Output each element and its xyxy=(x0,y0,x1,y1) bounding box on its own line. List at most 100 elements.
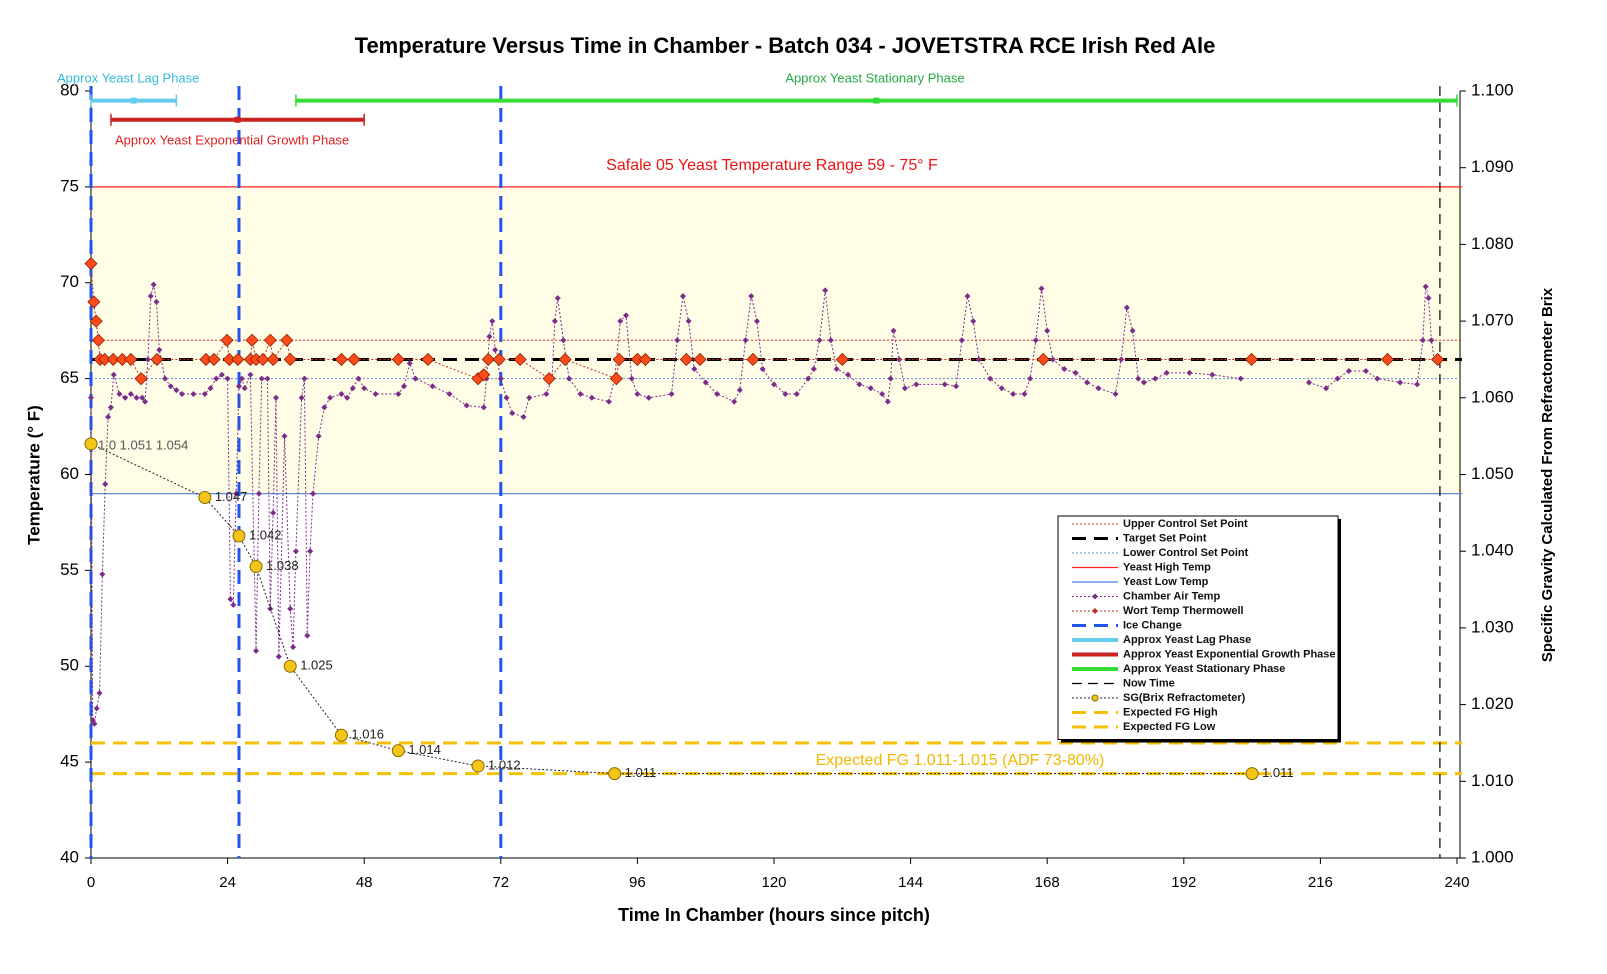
chamber-point xyxy=(822,287,829,294)
chamber-point xyxy=(1362,367,1369,374)
chamber-point xyxy=(1140,379,1147,386)
legend-label: Wort Temp Thermowell xyxy=(1123,605,1244,617)
chamber-point xyxy=(446,390,453,397)
chamber-point xyxy=(230,601,237,608)
legend-label: SG(Brix Refractometer) xyxy=(1123,692,1246,704)
chamber-point xyxy=(463,402,470,409)
chamber-point xyxy=(566,375,573,382)
wort-point xyxy=(477,368,491,382)
x-tick-label: 192 xyxy=(1171,874,1196,891)
chamber-point xyxy=(970,318,977,325)
y2-tick-label: 1.010 xyxy=(1471,771,1514,790)
chamber-point xyxy=(1425,295,1432,302)
chamber-point xyxy=(147,293,154,300)
chamber-point xyxy=(218,371,225,378)
chamber-point xyxy=(304,632,311,639)
y2-tick-label: 1.020 xyxy=(1471,694,1514,713)
chamber-point xyxy=(1422,283,1429,290)
legend-label: Yeast High Temp xyxy=(1123,561,1211,573)
wort-point xyxy=(481,352,495,367)
wort-point xyxy=(89,314,103,328)
y-tick-label: 55 xyxy=(60,560,79,579)
chamber-point xyxy=(964,293,971,300)
wort-point xyxy=(1036,352,1050,367)
chamber-point xyxy=(1306,379,1313,386)
chamber-point xyxy=(486,333,493,340)
chamber-point xyxy=(401,383,408,390)
phase-mid xyxy=(873,97,880,104)
sg-label: 1.025 xyxy=(300,658,333,673)
annotation: Approx Yeast Exponential Growth Phase xyxy=(115,132,349,147)
chamber-point xyxy=(753,318,760,325)
chart-title: Temperature Versus Time in Chamber - Bat… xyxy=(355,33,1216,58)
wort-point xyxy=(542,372,556,386)
chamber-point xyxy=(238,375,245,382)
phase-mid xyxy=(130,97,137,104)
annotation: Safale 05 Yeast Temperature Range 59 - 7… xyxy=(606,157,938,174)
chamber-point xyxy=(361,385,368,392)
chamber-point xyxy=(372,390,379,397)
sg-label: 1.014 xyxy=(408,742,441,757)
y-tick-label: 40 xyxy=(60,847,79,866)
wort-point xyxy=(91,333,105,347)
sg-label: 1.038 xyxy=(266,558,299,573)
chamber-point xyxy=(623,312,630,319)
chamber-point xyxy=(412,375,419,382)
x-tick-label: 72 xyxy=(492,874,509,891)
y2-tick-label: 1.030 xyxy=(1471,617,1514,636)
chamber-point xyxy=(588,394,595,401)
wort-point xyxy=(134,372,148,386)
wort-point xyxy=(1244,352,1259,367)
sg-point xyxy=(334,728,348,742)
chamber-point xyxy=(156,346,163,353)
chamber-point xyxy=(879,390,886,397)
chamber-point xyxy=(247,371,254,378)
chamber-point xyxy=(139,394,146,401)
chamber-point xyxy=(349,385,356,392)
chamber-point xyxy=(201,390,208,397)
chamber-point xyxy=(1323,385,1330,392)
chamber-point xyxy=(1419,337,1426,344)
chamber-point xyxy=(856,381,863,388)
x-tick-label: 24 xyxy=(219,874,236,891)
wort-point xyxy=(492,352,506,367)
x-axis-label: Time In Chamber (hours since pitch) xyxy=(618,905,930,925)
y-tick-label: 45 xyxy=(60,752,79,771)
wort-point xyxy=(207,352,221,367)
sg-label: 1.011 xyxy=(1262,765,1294,780)
chamber-point xyxy=(258,375,265,382)
y2-axis-label: Specific Gravity Calculated From Refract… xyxy=(1539,287,1556,662)
y-tick-label: 60 xyxy=(60,464,79,483)
legend-label: Now Time xyxy=(1123,677,1175,689)
chamber-point xyxy=(1152,375,1159,382)
chamber-point xyxy=(685,318,692,325)
chamber-point xyxy=(298,394,305,401)
legend-label: Chamber Air Temp xyxy=(1123,590,1220,602)
y2-tick-label: 1.100 xyxy=(1471,80,1514,99)
chamber-point xyxy=(782,390,789,397)
chamber-point xyxy=(605,398,612,405)
sg-label: 1.047 xyxy=(215,489,248,504)
chamber-point xyxy=(122,394,129,401)
chamber-point xyxy=(281,433,288,440)
wort-point xyxy=(558,352,572,367)
wort-point xyxy=(693,352,707,367)
chamber-point xyxy=(429,383,436,390)
chamber-point xyxy=(827,337,834,344)
chamber-point xyxy=(1129,327,1136,334)
chamber-point xyxy=(560,337,567,344)
wort-point xyxy=(245,333,259,347)
chamber-point xyxy=(551,318,558,325)
chamber-point xyxy=(213,375,220,382)
chamber-point xyxy=(91,720,98,727)
chamber-point xyxy=(105,413,112,420)
wort-point xyxy=(513,352,527,367)
chamber-point xyxy=(844,371,851,378)
chamber-point xyxy=(190,390,197,397)
sg-point xyxy=(471,759,485,773)
legend-label: Expected FG Low xyxy=(1123,721,1216,733)
annotation: Expected FG 1.011-1.015 (ADF 73-80%) xyxy=(816,752,1105,769)
y2-tick-label: 1.070 xyxy=(1471,311,1514,330)
chamber-point xyxy=(290,644,297,651)
